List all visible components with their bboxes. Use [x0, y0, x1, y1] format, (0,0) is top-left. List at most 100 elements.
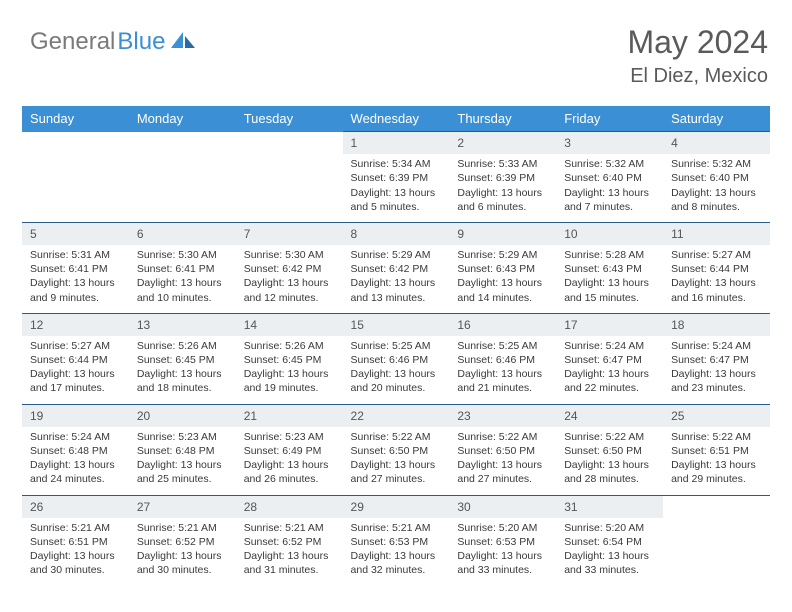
location-label: El Diez, Mexico [627, 65, 768, 88]
day-sunrise: Sunrise: 5:29 AM [351, 248, 442, 262]
day-number: 4 [663, 132, 770, 154]
day-number: 24 [556, 405, 663, 427]
day-number: 2 [449, 132, 556, 154]
day-sunrise: Sunrise: 5:25 AM [351, 339, 442, 353]
calendar-table: SundayMondayTuesdayWednesdayThursdayFrid… [22, 106, 770, 585]
day-day1: Daylight: 13 hours [671, 186, 762, 200]
day-sunrise: Sunrise: 5:23 AM [244, 430, 335, 444]
day-day1: Daylight: 13 hours [30, 458, 121, 472]
day-day1: Daylight: 13 hours [457, 186, 548, 200]
day-data: Sunrise: 5:29 AMSunset: 6:43 PMDaylight:… [449, 245, 556, 313]
day-data: Sunrise: 5:24 AMSunset: 6:48 PMDaylight:… [22, 427, 129, 495]
day-day2: and 27 minutes. [457, 472, 548, 486]
day-day1: Daylight: 13 hours [30, 549, 121, 563]
calendar-day-cell: 9Sunrise: 5:29 AMSunset: 6:43 PMDaylight… [449, 222, 556, 313]
day-number: 9 [449, 223, 556, 245]
day-sunrise: Sunrise: 5:27 AM [671, 248, 762, 262]
brand-logo: GeneralBlue [30, 28, 197, 56]
day-sunrise: Sunrise: 5:34 AM [351, 157, 442, 171]
calendar-week-row: 26Sunrise: 5:21 AMSunset: 6:51 PMDayligh… [22, 495, 770, 585]
day-sunset: Sunset: 6:50 PM [351, 444, 442, 458]
calendar-week-row: 12Sunrise: 5:27 AMSunset: 6:44 PMDayligh… [22, 313, 770, 404]
calendar-day-cell: 1Sunrise: 5:34 AMSunset: 6:39 PMDaylight… [343, 132, 450, 223]
day-sunrise: Sunrise: 5:33 AM [457, 157, 548, 171]
calendar-day-cell: 21Sunrise: 5:23 AMSunset: 6:49 PMDayligh… [236, 404, 343, 495]
day-data: Sunrise: 5:20 AMSunset: 6:54 PMDaylight:… [556, 518, 663, 586]
day-sunset: Sunset: 6:45 PM [137, 353, 228, 367]
day-sunset: Sunset: 6:46 PM [457, 353, 548, 367]
day-data: Sunrise: 5:33 AMSunset: 6:39 PMDaylight:… [449, 154, 556, 222]
day-day2: and 16 minutes. [671, 291, 762, 305]
day-sunset: Sunset: 6:53 PM [457, 535, 548, 549]
day-day2: and 22 minutes. [564, 381, 655, 395]
day-day1: Daylight: 13 hours [244, 549, 335, 563]
day-day1: Daylight: 13 hours [244, 276, 335, 290]
day-day2: and 18 minutes. [137, 381, 228, 395]
logo-sail-icon [171, 30, 197, 55]
day-data: Sunrise: 5:21 AMSunset: 6:53 PMDaylight:… [343, 518, 450, 586]
day-day2: and 21 minutes. [457, 381, 548, 395]
day-data: Sunrise: 5:21 AMSunset: 6:52 PMDaylight:… [236, 518, 343, 586]
day-sunrise: Sunrise: 5:28 AM [564, 248, 655, 262]
day-sunrise: Sunrise: 5:30 AM [137, 248, 228, 262]
day-data: Sunrise: 5:32 AMSunset: 6:40 PMDaylight:… [663, 154, 770, 222]
day-data: Sunrise: 5:23 AMSunset: 6:48 PMDaylight:… [129, 427, 236, 495]
calendar-day-cell: 8Sunrise: 5:29 AMSunset: 6:42 PMDaylight… [343, 222, 450, 313]
calendar-day-cell: 22Sunrise: 5:22 AMSunset: 6:50 PMDayligh… [343, 404, 450, 495]
calendar-week-row: 1Sunrise: 5:34 AMSunset: 6:39 PMDaylight… [22, 132, 770, 223]
day-data: Sunrise: 5:26 AMSunset: 6:45 PMDaylight:… [236, 336, 343, 404]
day-sunset: Sunset: 6:43 PM [564, 262, 655, 276]
day-sunset: Sunset: 6:46 PM [351, 353, 442, 367]
day-day2: and 14 minutes. [457, 291, 548, 305]
calendar-day-cell: 4Sunrise: 5:32 AMSunset: 6:40 PMDaylight… [663, 132, 770, 223]
day-day1: Daylight: 13 hours [351, 367, 442, 381]
day-number: 15 [343, 314, 450, 336]
calendar-day-cell: 25Sunrise: 5:22 AMSunset: 6:51 PMDayligh… [663, 404, 770, 495]
day-number: 22 [343, 405, 450, 427]
day-data: Sunrise: 5:29 AMSunset: 6:42 PMDaylight:… [343, 245, 450, 313]
calendar-day-cell: 15 Sunrise: 5:25 AMSunset: 6:46 PMDayligh… [343, 313, 450, 404]
calendar-day-cell: 17Sunrise: 5:24 AMSunset: 6:47 PMDayligh… [556, 313, 663, 404]
day-number: 6 [129, 223, 236, 245]
day-number: 28 [236, 496, 343, 518]
day-day2: and 23 minutes. [671, 381, 762, 395]
day-data: Sunrise: 5:23 AMSunset: 6:49 PMDaylight:… [236, 427, 343, 495]
day-sunset: Sunset: 6:53 PM [351, 535, 442, 549]
day-day1: Daylight: 13 hours [671, 458, 762, 472]
day-day2: and 29 minutes. [671, 472, 762, 486]
day-number: 17 [556, 314, 663, 336]
day-day2: and 19 minutes. [244, 381, 335, 395]
day-number: 14 [236, 314, 343, 336]
calendar-day-cell: 13Sunrise: 5:26 AMSunset: 6:45 PMDayligh… [129, 313, 236, 404]
day-day2: and 8 minutes. [671, 200, 762, 214]
day-sunset: Sunset: 6:51 PM [671, 444, 762, 458]
day-sunrise: Sunrise: 5:23 AM [137, 430, 228, 444]
weekday-header: Wednesday [343, 106, 450, 132]
day-sunset: Sunset: 6:48 PM [30, 444, 121, 458]
day-sunrise: Sunrise: 5:22 AM [564, 430, 655, 444]
day-data: Sunrise: 5:31 AMSunset: 6:41 PMDaylight:… [22, 245, 129, 313]
day-day2: and 9 minutes. [30, 291, 121, 305]
day-day2: and 7 minutes. [564, 200, 655, 214]
day-day2: and 31 minutes. [244, 563, 335, 577]
day-number: 5 [22, 223, 129, 245]
calendar-day-cell: 30Sunrise: 5:20 AMSunset: 6:53 PMDayligh… [449, 495, 556, 585]
day-sunset: Sunset: 6:40 PM [671, 171, 762, 185]
day-sunrise: Sunrise: 5:30 AM [244, 248, 335, 262]
day-day1: Daylight: 13 hours [457, 367, 548, 381]
day-day1: Daylight: 13 hours [30, 367, 121, 381]
day-day2: and 32 minutes. [351, 563, 442, 577]
calendar-day-cell: 11Sunrise: 5:27 AMSunset: 6:44 PMDayligh… [663, 222, 770, 313]
day-day2: and 30 minutes. [30, 563, 121, 577]
day-day2: and 6 minutes. [457, 200, 548, 214]
day-data: Sunrise: 5:30 AMSunset: 6:42 PMDaylight:… [236, 245, 343, 313]
calendar-day-cell: 26Sunrise: 5:21 AMSunset: 6:51 PMDayligh… [22, 495, 129, 585]
calendar-day-cell: 2Sunrise: 5:33 AMSunset: 6:39 PMDaylight… [449, 132, 556, 223]
day-number: 26 [22, 496, 129, 518]
day-number: 27 [129, 496, 236, 518]
day-sunrise: Sunrise: 5:31 AM [30, 248, 121, 262]
day-data [129, 154, 236, 165]
calendar-day-cell: 28Sunrise: 5:21 AMSunset: 6:52 PMDayligh… [236, 495, 343, 585]
calendar-day-cell: 5Sunrise: 5:31 AMSunset: 6:41 PMDaylight… [22, 222, 129, 313]
day-number: 11 [663, 223, 770, 245]
